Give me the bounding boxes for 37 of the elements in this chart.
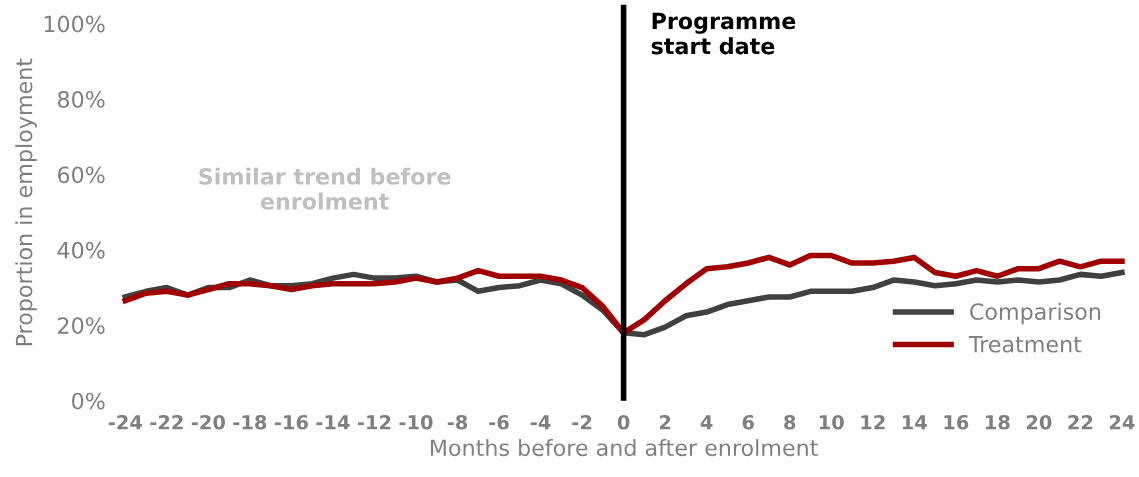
y-tick-label: 0% bbox=[72, 392, 105, 410]
x-tick-label: -2 bbox=[572, 414, 592, 430]
x-tick-label: -14 bbox=[316, 415, 350, 430]
y-tick-label: 80% bbox=[57, 90, 105, 108]
x-tick-label: -20 bbox=[191, 414, 225, 430]
x-tick-label: 4 bbox=[700, 415, 713, 430]
legend-label: Treatment bbox=[968, 336, 1082, 353]
x-tick-label: 2 bbox=[659, 414, 671, 430]
x-tick-label: -16 bbox=[274, 414, 308, 430]
y-tick-label: 40% bbox=[57, 241, 105, 259]
x-tick-label: -10 bbox=[399, 414, 433, 430]
x-tick-label: 18 bbox=[986, 414, 1010, 430]
y-tick-label: 60% bbox=[58, 166, 105, 184]
x-tick-label: -4 bbox=[530, 415, 551, 430]
y-tick-label: 20% bbox=[58, 317, 105, 335]
x-tick-label: -6 bbox=[489, 414, 509, 430]
x-tick-label: -24 bbox=[108, 414, 142, 430]
x-tick-label: 8 bbox=[784, 414, 796, 430]
x-axis-title: Months before and after enrolment bbox=[430, 438, 818, 457]
legend-label: Comparison bbox=[970, 302, 1101, 325]
x-tick-label: -22 bbox=[150, 414, 183, 430]
x-tick-label: 14 bbox=[902, 415, 927, 430]
ref-line-label: Programme start date bbox=[651, 12, 796, 55]
x-tick-label: 12 bbox=[861, 414, 885, 430]
y-tick-label: 100% bbox=[44, 15, 105, 33]
x-tick-label: 16 bbox=[944, 414, 969, 430]
x-tick-label: -12 bbox=[357, 414, 391, 430]
x-tick-label: -18 bbox=[233, 414, 267, 430]
x-tick-label: 24 bbox=[1109, 414, 1135, 430]
x-tick-label: 0 bbox=[617, 414, 630, 430]
x-tick-label: 10 bbox=[819, 414, 844, 430]
y-axis-title: Proportion in employment bbox=[15, 58, 37, 346]
x-tick-label: -8 bbox=[447, 414, 468, 430]
annotation: Similar trend before enrolment bbox=[199, 167, 451, 210]
x-tick-label: 6 bbox=[742, 414, 754, 430]
x-tick-label: 20 bbox=[1026, 414, 1052, 430]
x-tick-label: 22 bbox=[1068, 414, 1093, 430]
